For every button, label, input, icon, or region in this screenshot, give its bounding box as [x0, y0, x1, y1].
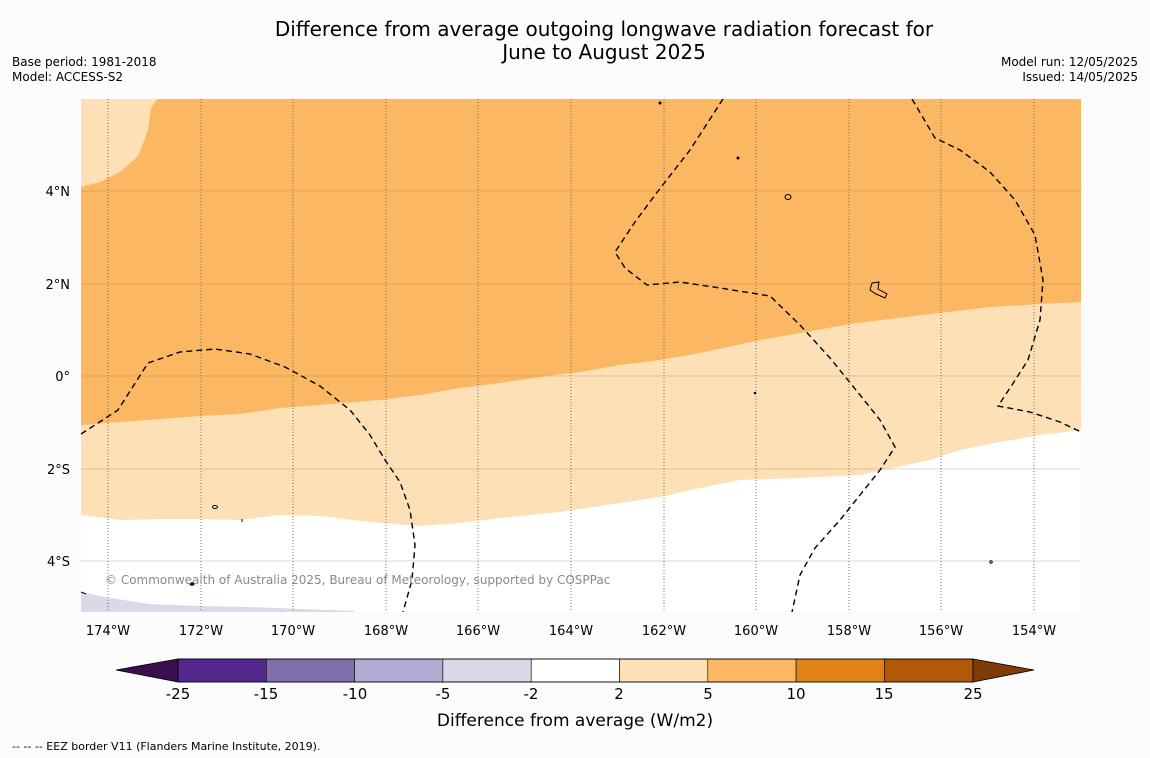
lon-label-166w: 166°W — [456, 624, 500, 639]
lat-label-2n: 2°N — [46, 278, 71, 293]
island-3 — [212, 505, 218, 509]
meta-left: Base period: 1981-2018 Model: ACCESS-S2 — [12, 55, 157, 85]
colorbar-tick-4: -5 — [436, 685, 451, 703]
lat-gridlines — [81, 190, 1081, 562]
colorbar-tick-9: 15 — [874, 685, 893, 703]
base-period: Base period: 1981-2018 — [12, 55, 157, 69]
colorbar-tick-6: 2 — [614, 685, 624, 703]
colorbar-tick-8: 10 — [786, 685, 805, 703]
map-panel: © Commonwealth of Australia 2025, Bureau… — [81, 99, 1081, 612]
lon-label-170w: 170°W — [271, 624, 315, 639]
lat-label-0: 0° — [55, 370, 70, 385]
island-10 — [81, 591, 87, 595]
islands — [81, 101, 993, 595]
lon-label-156w: 156°W — [919, 624, 963, 639]
colorbar-seg-2 — [265, 658, 355, 683]
colorbar-seg-1 — [177, 658, 267, 683]
colorbar-extend-low — [115, 658, 179, 683]
eez-borders — [81, 99, 1081, 612]
colorbar-tick-7: 5 — [703, 685, 713, 703]
island-4 — [189, 582, 195, 586]
colorbar-tick-1: -25 — [166, 685, 191, 703]
eez-legend-note: -- -- -- EEZ border V11 (Flanders Marine… — [12, 740, 321, 753]
model-run: Model run: 12/05/2025 — [1000, 55, 1138, 69]
lon-label-172w: 172°W — [179, 624, 223, 639]
model-name: Model: ACCESS-S2 — [12, 70, 124, 84]
anomaly-band-neg5-neg2 — [81, 592, 354, 612]
island-7 — [753, 391, 757, 395]
colorbar-seg-4 — [442, 658, 532, 683]
eez-border-central — [614, 99, 896, 612]
eez-border-west — [81, 348, 416, 612]
lon-label-158w: 158°W — [827, 624, 871, 639]
title-line-1: Difference from average outgoing longwav… — [274, 17, 934, 41]
meta-right: Model run: 12/05/2025 Issued: 14/05/2025 — [1001, 55, 1138, 85]
colorbar-tick-10: 25 — [963, 685, 982, 703]
lat-label-4s: 4°S — [47, 555, 70, 570]
title-line-2: June to August 2025 — [502, 40, 706, 64]
colorbar-extend-high — [972, 658, 1035, 683]
lon-label-174w: 174°W — [86, 624, 130, 639]
island-5 — [658, 101, 662, 105]
lon-label-160w: 160°W — [734, 624, 778, 639]
issued-date: Issued: 14/05/2025 — [1022, 70, 1138, 84]
colorbar-tick-5: -2 — [524, 685, 539, 703]
island-1 — [784, 194, 792, 200]
colorbar: -25 -15 -10 -5 -2 2 5 10 15 25 Differenc… — [115, 658, 1035, 731]
colorbar-tick-3: -10 — [343, 685, 368, 703]
island-8 — [989, 560, 993, 564]
lat-axis-labels: 4°N 2°N 0° 2°S 4°S — [46, 185, 71, 570]
lon-label-164w: 164°W — [549, 624, 593, 639]
eez-border-east — [911, 99, 1081, 433]
copyright-text: © Commonwealth of Australia 2025, Bureau… — [105, 573, 610, 587]
colorbar-seg-6 — [619, 658, 709, 683]
island-2 — [869, 281, 888, 299]
lat-label-4n: 4°N — [46, 185, 71, 200]
lon-label-162w: 162°W — [642, 624, 686, 639]
island-6 — [736, 156, 740, 160]
colorbar-seg-7 — [707, 658, 797, 683]
colorbar-seg-3 — [354, 658, 444, 683]
lon-axis-labels: 174°W 172°W 170°W 168°W 166°W 164°W 162°… — [86, 624, 1056, 639]
lon-label-154w: 154°W — [1012, 624, 1056, 639]
anomaly-band-5-10 — [81, 99, 1081, 425]
lon-label-168w: 168°W — [364, 624, 408, 639]
lat-label-2s: 2°S — [47, 463, 70, 478]
colorbar-seg-8 — [795, 658, 885, 683]
map-title: Difference from average outgoing longwav… — [0, 18, 1150, 64]
colorbar-outline — [177, 658, 974, 683]
colorbar-seg-9 — [884, 658, 974, 683]
colorbar-tick-2: -15 — [254, 685, 279, 703]
colorbar-title: Difference from average (W/m2) — [437, 711, 713, 731]
colorbar-seg-5 — [530, 658, 620, 683]
